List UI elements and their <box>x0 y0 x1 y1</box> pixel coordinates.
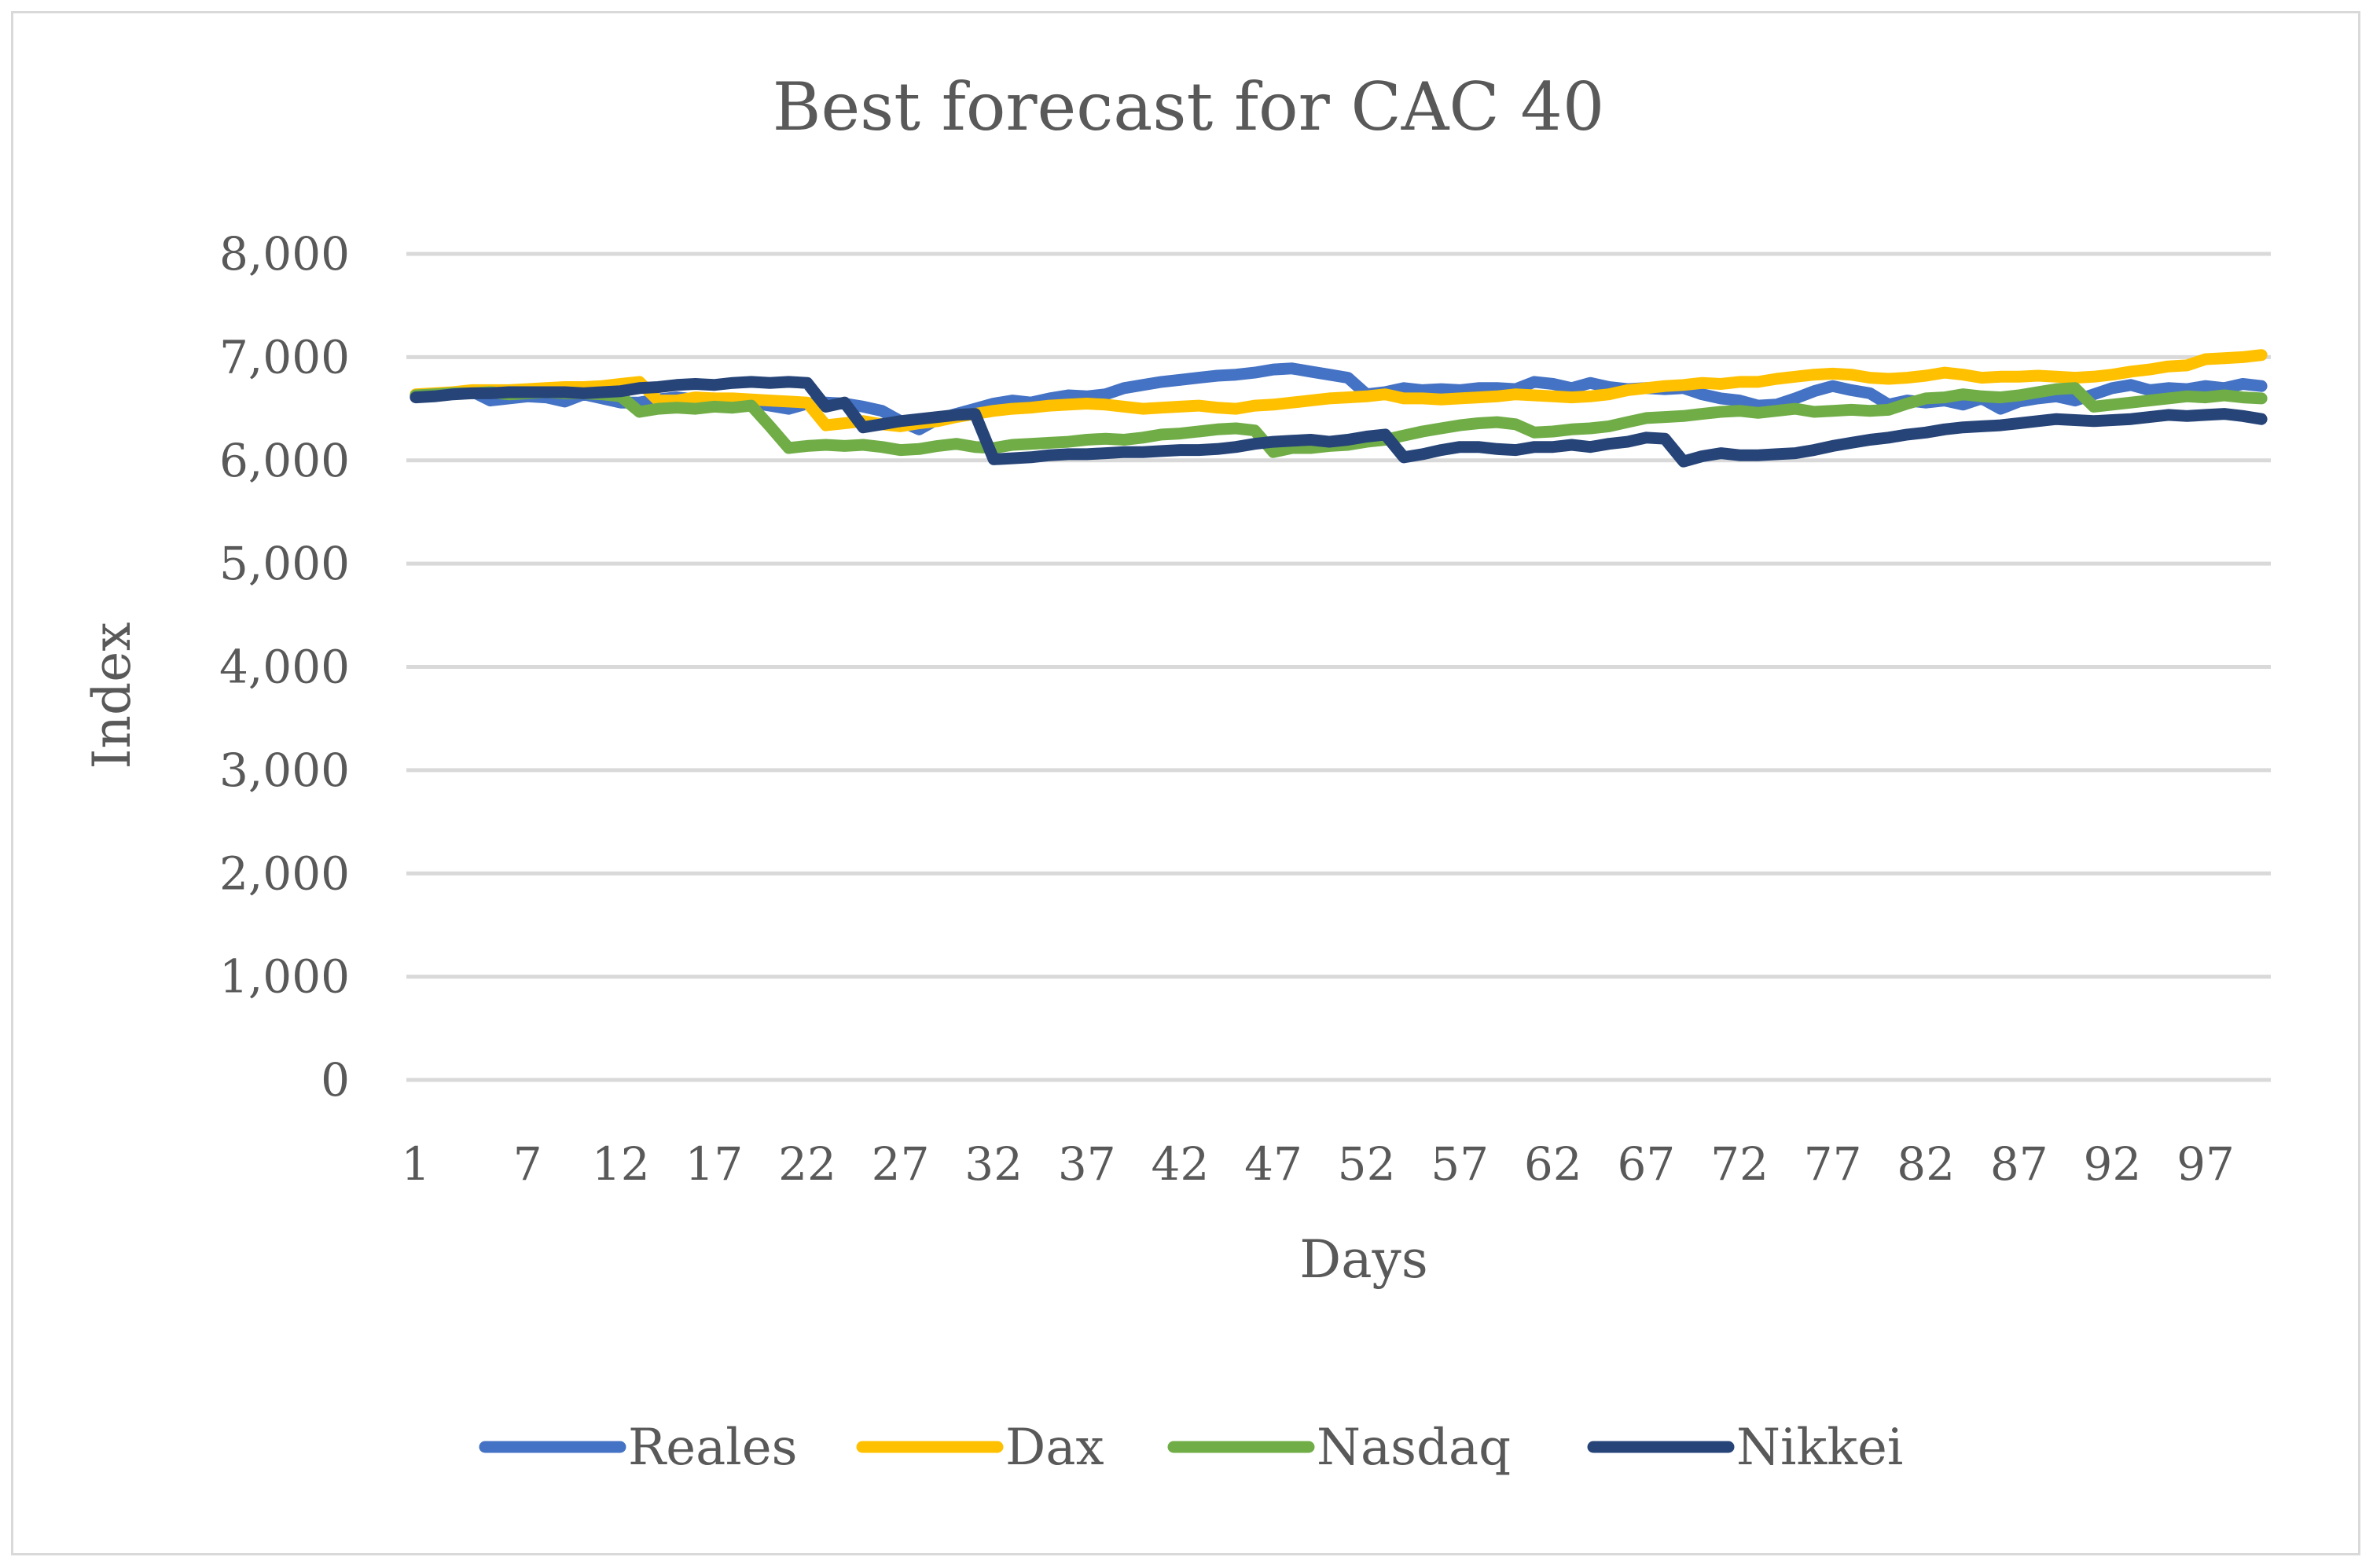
x-axis-title: Days <box>1299 1229 1427 1290</box>
line-chart: Best forecast for CAC 40 0 1,000 2,000 3,00… <box>82 68 2271 1477</box>
y-tick-label: 2,000 <box>219 846 350 900</box>
x-tick-label: 52 <box>1338 1137 1396 1191</box>
y-axis-title: Index <box>82 622 142 769</box>
y-tick-label: 5,000 <box>219 537 350 590</box>
x-tick-label: 27 <box>872 1137 930 1191</box>
y-tick-label: 4,000 <box>219 641 350 694</box>
x-tick-label: 92 <box>2083 1137 2141 1191</box>
x-tick-label: 22 <box>778 1137 836 1191</box>
x-tick-label: 47 <box>1244 1137 1302 1191</box>
legend-label-dax: Dax <box>1005 1419 1104 1477</box>
x-tick-label: 1 <box>401 1137 430 1191</box>
series-line-nikkei <box>410 376 2268 468</box>
legend-label-nasdaq: Nasdaq <box>1317 1419 1511 1477</box>
x-tick-label: 42 <box>1151 1137 1209 1191</box>
x-tick-label: 67 <box>1617 1137 1675 1191</box>
series-lines <box>410 349 2268 468</box>
x-tick-label: 37 <box>1058 1137 1116 1191</box>
x-tick-label: 97 <box>2176 1137 2235 1191</box>
chart-title: Best forecast for CAC 40 <box>773 68 1605 145</box>
x-tick-label: 57 <box>1431 1137 1489 1191</box>
x-tick-label: 87 <box>1990 1137 2048 1191</box>
x-tick-label: 62 <box>1524 1137 1582 1191</box>
x-tick-label: 77 <box>1804 1137 1862 1191</box>
x-axis-tick-labels: 1 7 12 17 22 27 32 37 42 47 52 57 62 67 72 77 82 87 92 97 <box>401 1137 2234 1191</box>
x-tick-label: 12 <box>592 1137 650 1191</box>
legend-label-reales: Reales <box>628 1419 797 1477</box>
y-tick-label: 7,000 <box>219 330 350 384</box>
y-tick-label: 6,000 <box>219 434 350 487</box>
y-tick-label: 1,000 <box>219 950 350 1004</box>
legend-label-nikkei: Nikkei <box>1736 1419 1903 1477</box>
y-tick-label: 3,000 <box>219 744 350 797</box>
y-axis-tick-labels: 0 1,000 2,000 3,000 4,000 5,000 6,000 7,000 8,00… <box>219 227 350 1107</box>
y-tick-label: 0 <box>321 1053 350 1107</box>
x-tick-label: 72 <box>1710 1137 1769 1191</box>
gridlines <box>406 252 2271 1082</box>
chart-frame: Best forecast for CAC 40 0 1,000 2,000 3,00… <box>11 11 2360 1555</box>
x-tick-label: 82 <box>1897 1137 1955 1191</box>
x-tick-label: 7 <box>513 1137 542 1191</box>
x-tick-label: 17 <box>685 1137 743 1191</box>
legend: Reales Dax Nasdaq Nikkei <box>479 1419 1903 1477</box>
x-tick-label: 32 <box>964 1137 1023 1191</box>
y-tick-label: 8,000 <box>219 227 350 281</box>
series-line-dax <box>410 349 2268 432</box>
